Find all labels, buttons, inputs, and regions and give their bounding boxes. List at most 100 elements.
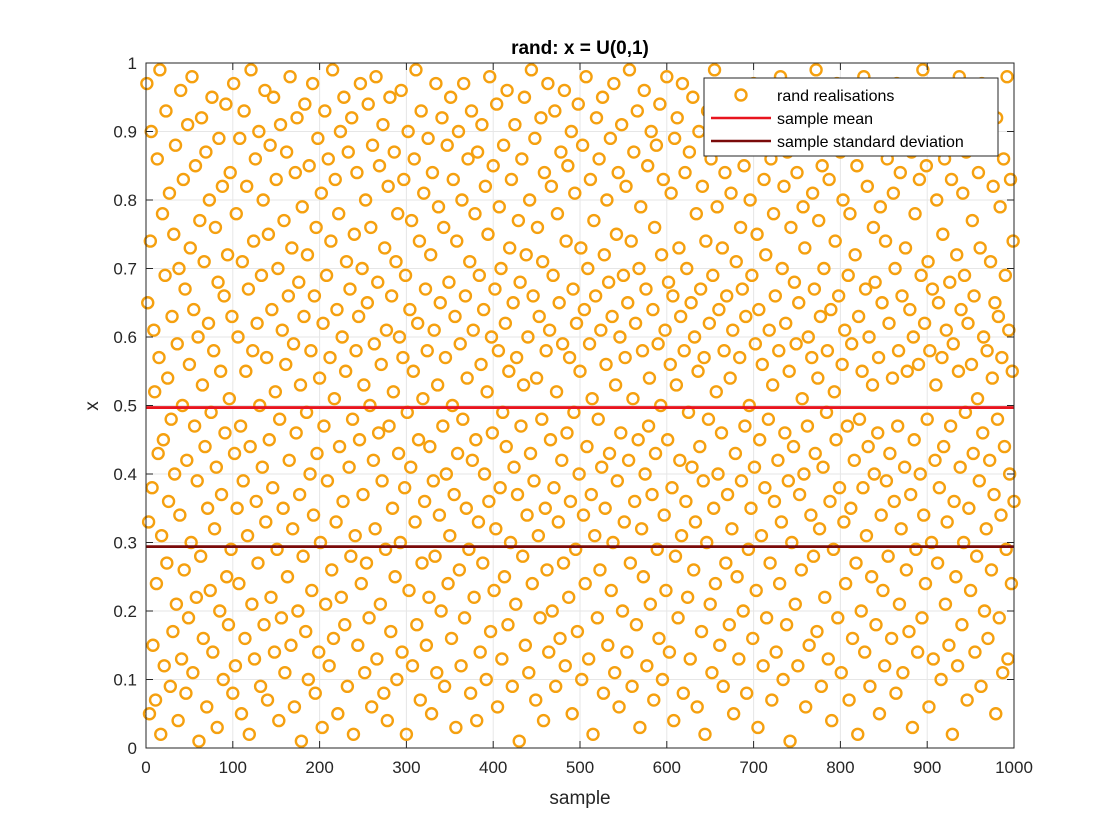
scatter-point <box>159 104 173 118</box>
scatter-point <box>826 542 841 557</box>
scatter-point <box>794 563 809 577</box>
scatter-point <box>381 179 395 194</box>
scatter-point <box>459 501 473 515</box>
scatter-point <box>759 248 773 262</box>
legend-label-sample-std: sample standard deviation <box>777 134 964 151</box>
scatter-point <box>372 159 387 173</box>
scatter-point <box>530 220 545 235</box>
scatter-point <box>542 645 556 659</box>
scatter-point <box>297 309 311 324</box>
scatter-point <box>314 186 329 200</box>
scatter-point <box>715 241 730 255</box>
scatter-point <box>222 391 237 406</box>
scatter-point <box>223 165 237 180</box>
scatter-point <box>691 364 705 378</box>
scatter-point <box>834 665 848 680</box>
scatter-point <box>725 522 739 536</box>
scatter-point <box>575 672 589 687</box>
scatter-point <box>888 261 902 276</box>
scatter-point <box>890 419 905 433</box>
scatter-point <box>640 659 654 673</box>
scatter-point <box>801 330 815 344</box>
scatter-point <box>879 474 894 488</box>
scatter-point <box>360 296 375 310</box>
scatter-point <box>403 302 417 317</box>
scatter-point <box>319 268 334 283</box>
y-tick-label: 0.5 <box>113 397 137 416</box>
scatter-point <box>531 528 546 543</box>
scatter-point <box>412 234 427 248</box>
y-tick-label: 0.1 <box>113 671 137 690</box>
scatter-point <box>292 487 307 502</box>
scatter-point <box>175 398 190 413</box>
scatter-point <box>351 309 366 324</box>
scatter-point <box>480 385 494 399</box>
scatter-point <box>619 179 633 194</box>
scatter-point <box>644 124 658 139</box>
scatter-point <box>533 611 547 625</box>
scatter-point <box>813 309 828 324</box>
scatter-point <box>269 172 283 187</box>
scatter-point <box>427 323 441 337</box>
scatter-point <box>364 220 378 235</box>
scatter-point <box>257 618 271 632</box>
scatter-point <box>219 97 233 111</box>
scatter-point <box>195 378 210 392</box>
legend-label-sample-mean: sample mean <box>777 111 873 128</box>
scatter-point <box>621 296 635 310</box>
scatter-point <box>647 693 661 707</box>
scatter-point <box>529 371 544 385</box>
scatter-point <box>849 556 863 570</box>
scatter-point <box>305 76 320 91</box>
scatter-point <box>786 439 801 454</box>
scatter-point <box>514 419 528 433</box>
scatter-point <box>845 631 860 646</box>
scatter-point <box>292 275 306 289</box>
scatter-point <box>588 528 602 543</box>
scatter-point <box>558 659 572 673</box>
scatter-point <box>554 145 568 159</box>
scatter-point <box>453 337 467 351</box>
scatter-point <box>593 563 607 577</box>
scatter-point <box>395 645 409 659</box>
scatter-point <box>527 474 541 488</box>
scatter-point <box>199 145 213 159</box>
scatter-point <box>685 460 699 474</box>
scatter-point <box>266 481 280 495</box>
scatter-point <box>636 570 651 584</box>
scatter-point <box>346 727 361 741</box>
scatter-point <box>986 179 1000 194</box>
scatter-point <box>215 179 230 194</box>
scatter-point <box>589 111 604 125</box>
scatter-point <box>666 289 680 303</box>
scatter-point <box>686 90 700 104</box>
scatter-point <box>331 707 345 721</box>
scatter-point <box>876 583 890 598</box>
scatter-point <box>347 227 362 241</box>
scatter-point <box>862 330 876 344</box>
scatter-point <box>792 487 807 502</box>
scatter-point <box>909 542 923 557</box>
scatter-point <box>343 282 357 296</box>
scatter-point <box>806 549 821 563</box>
scatter-point <box>334 590 348 604</box>
scatter-point <box>236 474 250 488</box>
scatter-point <box>892 597 907 611</box>
scatter-point <box>295 200 309 214</box>
scatter-point <box>656 172 671 187</box>
scatter-point <box>432 508 447 522</box>
scatter-point <box>824 302 838 317</box>
scatter-point <box>172 261 186 276</box>
scatter-point <box>286 337 301 351</box>
scatter-point <box>468 206 482 221</box>
scatter-point <box>451 124 466 139</box>
x-tick-label: 200 <box>305 758 333 777</box>
scatter-point <box>180 453 194 467</box>
scatter-point <box>383 90 397 104</box>
scatter-point <box>460 371 474 385</box>
scatter-point <box>930 556 945 570</box>
scatter-point <box>430 665 444 680</box>
scatter-point <box>635 344 650 358</box>
scatter-point <box>950 659 965 673</box>
scatter-point <box>376 117 390 132</box>
